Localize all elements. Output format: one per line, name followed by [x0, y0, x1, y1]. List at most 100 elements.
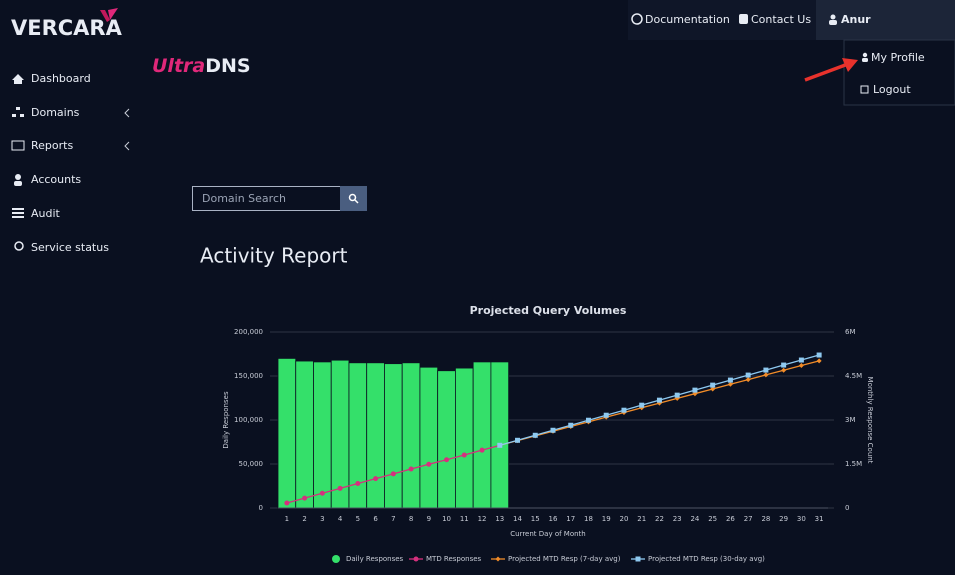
legend-swatch: [635, 556, 641, 562]
x-tick-label: 21: [637, 515, 646, 523]
stethoscope-icon: [14, 241, 24, 251]
point: [319, 490, 325, 496]
y-tick-label: 50,000: [239, 460, 264, 468]
legend-swatch: [332, 555, 340, 563]
x-tick-label: 23: [673, 515, 682, 523]
search-input[interactable]: [192, 186, 341, 211]
user-name[interactable]: Anur: [841, 13, 871, 26]
y2-tick-label: 6M: [845, 328, 856, 336]
search-icon: [348, 193, 357, 202]
bar: [472, 361, 492, 509]
user-icon: [14, 181, 22, 186]
list-icon: [12, 216, 24, 218]
bar: [419, 366, 439, 509]
bar: [295, 360, 314, 509]
nav-item[interactable]: Domains: [31, 106, 80, 119]
x-tick-label: 3: [320, 515, 324, 523]
point: [727, 381, 733, 387]
search-icon: [354, 199, 359, 204]
menu-item[interactable]: Logout: [873, 83, 911, 96]
x-tick-label: 22: [655, 515, 664, 523]
point: [603, 412, 609, 418]
list-icon: [12, 208, 24, 210]
point: [479, 447, 485, 453]
point: [781, 362, 787, 368]
point: [781, 367, 787, 373]
x-tick-label: 18: [584, 515, 593, 523]
point: [621, 407, 627, 413]
point: [745, 372, 751, 378]
point: [302, 495, 308, 501]
point: [408, 466, 414, 472]
bar: [490, 361, 510, 509]
logo-mark: [100, 10, 110, 22]
point: [727, 377, 733, 383]
user-icon: [830, 14, 836, 20]
point: [550, 427, 556, 433]
y2-tick-label: 0: [845, 504, 849, 512]
phone-icon: [739, 14, 748, 24]
legend-label: Projected MTD Resp (30-day avg): [648, 555, 765, 563]
search-button[interactable]: [340, 186, 367, 211]
y2-axis-title: Monthly Response Count: [866, 377, 874, 464]
sitemap-icon: [20, 114, 24, 117]
point: [763, 367, 769, 373]
x-tick-label: 5: [356, 515, 360, 523]
sitemap-icon: [12, 114, 16, 117]
x-tick-label: 31: [815, 515, 824, 523]
menu-item[interactable]: My Profile: [871, 51, 925, 64]
y-axis-title: Daily Responses: [222, 391, 230, 449]
nav-item[interactable]: Accounts: [31, 173, 81, 186]
point: [798, 363, 804, 369]
sidebar-icons: [11, 74, 25, 251]
legend-label: Daily Responses: [346, 555, 404, 563]
point: [674, 392, 680, 398]
y2-tick-label: 1.5M: [845, 460, 862, 468]
point: [692, 387, 698, 393]
point: [710, 382, 716, 388]
bar: [437, 370, 456, 509]
point: [568, 422, 574, 428]
x-tick-label: 19: [602, 515, 611, 523]
nav-link[interactable]: Documentation: [645, 13, 730, 26]
point: [337, 485, 343, 491]
chart-icon: [11, 140, 25, 151]
x-tick-label: 30: [797, 515, 806, 523]
x-tick-label: 16: [549, 515, 558, 523]
bar: [401, 362, 421, 509]
point: [816, 352, 822, 358]
user-menu: [843, 39, 955, 106]
product-prefix: Ultra: [152, 55, 205, 77]
x-tick-label: 6: [373, 515, 378, 523]
x-tick-label: 4: [338, 515, 343, 523]
bar: [455, 367, 474, 509]
bar: [348, 362, 368, 509]
x-tick-label: 24: [690, 515, 699, 523]
point: [656, 397, 662, 403]
x-tick-label: 7: [391, 515, 395, 523]
y-tick-label: 0: [259, 504, 263, 512]
arrow: [804, 62, 849, 82]
sitemap-icon: [16, 107, 20, 110]
point: [816, 358, 822, 364]
globe-icon: [631, 13, 643, 25]
logo-mark: [108, 8, 118, 20]
nav-item[interactable]: Audit: [31, 207, 61, 220]
nav-item[interactable]: Service status: [31, 241, 109, 254]
x-tick-label: 13: [495, 515, 504, 523]
nav-item[interactable]: Reports: [31, 139, 73, 152]
user-button[interactable]: [816, 0, 955, 40]
nav-link[interactable]: Contact Us: [751, 13, 811, 26]
chart-title: Projected Query Volumes: [470, 304, 627, 317]
x-tick-label: 2: [302, 515, 306, 523]
list-icon: [12, 212, 24, 214]
nav-item[interactable]: Dashboard: [31, 72, 91, 85]
y-tick-label: 200,000: [234, 328, 263, 336]
y-tick-label: 100,000: [234, 416, 263, 424]
bar: [313, 361, 332, 509]
point: [444, 457, 450, 463]
legend-swatch: [495, 556, 501, 562]
x-tick-label: 25: [708, 515, 717, 523]
x-tick-label: 1: [285, 515, 289, 523]
bar: [366, 362, 385, 509]
